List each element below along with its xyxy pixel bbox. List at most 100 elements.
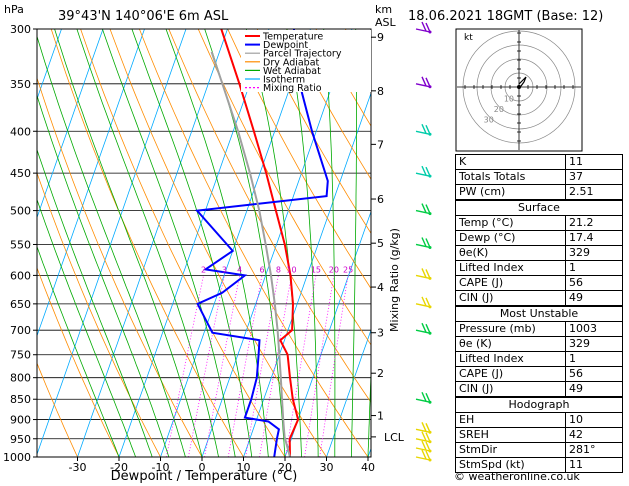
- dry-adiabat-line: [256, 29, 371, 234]
- wind-barb: [415, 296, 432, 309]
- isotherm-line: [37, 29, 104, 219]
- wind-barb: [415, 322, 432, 335]
- wind-barb: [415, 237, 432, 249]
- mixing-ratio-label-4: 4: [237, 265, 242, 274]
- legend-entry: Isotherm: [263, 75, 305, 86]
- stability-indices-table: K 11 Totals Totals 37 PW (cm) 2.51: [455, 154, 623, 200]
- index-value: 21.2: [565, 215, 623, 231]
- wind-barb: [415, 76, 432, 89]
- dry-adiabat-line: [37, 76, 203, 457]
- km-label-4: 4: [377, 281, 384, 294]
- mixing-ratio-line: [245, 275, 279, 457]
- surface-table: Surface Temp (°C) 21.2 Dewp (°C) 17.4 θe(K) 32…: [455, 200, 623, 306]
- wind-barb: [415, 203, 432, 216]
- index-value: 37: [565, 169, 623, 185]
- km-label-6: 6: [377, 193, 384, 206]
- wet-adiabat-line: [37, 34, 186, 457]
- index-value: 49: [565, 290, 623, 306]
- km-label-9: 9: [377, 31, 384, 44]
- mixing-ratio-line: [227, 275, 263, 457]
- index-label: CAPE (J): [455, 275, 566, 291]
- temp-label--10: -10: [152, 461, 170, 474]
- hpa-label: hPa: [4, 3, 24, 16]
- credit: © weatheronline.co.uk: [454, 470, 580, 483]
- index-label: Temp (°C): [455, 215, 566, 231]
- temp-label--30: -30: [69, 461, 87, 474]
- index-value: 1: [565, 260, 623, 276]
- isotherm-line: [243, 91, 371, 457]
- km-label-8: 8: [377, 85, 384, 98]
- index-label: Dewp (°C): [455, 230, 566, 246]
- km-label-7: 7: [377, 138, 384, 151]
- km-label-5: 5: [377, 237, 384, 250]
- wind-barb: [415, 391, 432, 404]
- index-row: θe(K) 329: [455, 245, 623, 261]
- pressure-label-300: 300: [10, 23, 31, 36]
- mixing-ratio-line: [188, 275, 225, 457]
- temp-label--20: -20: [110, 461, 128, 474]
- index-value: 329: [565, 336, 623, 352]
- pressure-label-1000: 1000: [3, 451, 31, 464]
- wet-adiabat-line: [76, 29, 219, 457]
- y-axis-label: Mixing Ratio (g/kg): [388, 228, 401, 332]
- legend-entry: Mixing Ratio: [263, 83, 322, 94]
- index-label: SREH: [455, 427, 566, 443]
- index-value: 1: [565, 351, 623, 367]
- pressure-label-800: 800: [10, 372, 31, 385]
- index-value: 11: [565, 457, 623, 473]
- hodograph-indices-table: Hodograph EH 10 SREH 42 StmDir 281° StmSpd (kt)…: [455, 397, 623, 473]
- mixing-ratio-label-3: 3: [222, 265, 227, 274]
- mixing-ratio-line: [166, 275, 204, 457]
- wind-barb: [415, 431, 432, 444]
- index-label: CIN (J): [455, 381, 566, 397]
- x-axis-label: Dewpoint / Temperature (°C): [111, 469, 298, 484]
- index-label: K: [455, 154, 566, 170]
- hodograph-ring-label: 10: [504, 95, 514, 104]
- index-row: StmSpd (kt) 11: [455, 457, 623, 473]
- wet-adiabat-line: [323, 29, 336, 457]
- index-row: K 11: [455, 154, 623, 170]
- index-row: CAPE (J) 56: [455, 366, 623, 382]
- index-row: Temp (°C) 21.2: [455, 215, 623, 231]
- mixing-ratio-label-10: 10: [286, 265, 296, 274]
- index-label: Pressure (mb): [455, 321, 566, 337]
- mixing-ratio-label-25: 25: [343, 265, 353, 274]
- datetime-title: 18.06.2021 18GMT (Base: 12): [408, 9, 603, 24]
- pressure-label-950: 950: [10, 433, 31, 446]
- mixing-ratio-line: [304, 275, 335, 457]
- mixing-ratio-line: [204, 275, 241, 457]
- index-row: EH 10: [455, 412, 623, 428]
- index-label: PW (cm): [455, 184, 566, 200]
- temp-label-20: 20: [278, 461, 292, 474]
- wind-barb: [415, 123, 432, 136]
- wind-barb: [415, 422, 432, 434]
- pressure-label-900: 900: [10, 414, 31, 427]
- index-label: EH: [455, 412, 566, 428]
- pressure-label-450: 450: [10, 167, 31, 180]
- dry-adiabat-line: [37, 171, 161, 457]
- legend-entry: Temperature: [262, 32, 323, 43]
- most-unstable-title: Most Unstable: [455, 306, 623, 322]
- pressure-label-400: 400: [10, 125, 31, 138]
- dry-adiabat-line: [50, 29, 244, 457]
- index-row: Totals Totals 37: [455, 169, 623, 185]
- index-value: 281°: [565, 442, 623, 458]
- pressure-label-850: 850: [10, 393, 31, 406]
- indices-panel: K 11 Totals Totals 37 PW (cm) 2.51 Surface Temp…: [455, 154, 623, 473]
- isotherm-line: [37, 29, 145, 337]
- pressure-label-500: 500: [10, 205, 31, 218]
- index-value: 17.4: [565, 230, 623, 246]
- wet-adiabat-line: [131, 29, 253, 457]
- km-label: km: [375, 3, 392, 16]
- index-label: θe(K): [455, 245, 566, 261]
- index-value: 42: [565, 427, 623, 443]
- index-row: CIN (J) 49: [455, 381, 623, 397]
- index-label: Lifted Index: [455, 351, 566, 367]
- isotherm-line: [201, 29, 353, 457]
- parcel-trajectory-line: [210, 51, 291, 457]
- index-label: CAPE (J): [455, 366, 566, 382]
- most-unstable-table: Most Unstable Pressure (mb) 1003 θe (K) 329 L…: [455, 306, 623, 397]
- isotherm-line: [77, 29, 228, 457]
